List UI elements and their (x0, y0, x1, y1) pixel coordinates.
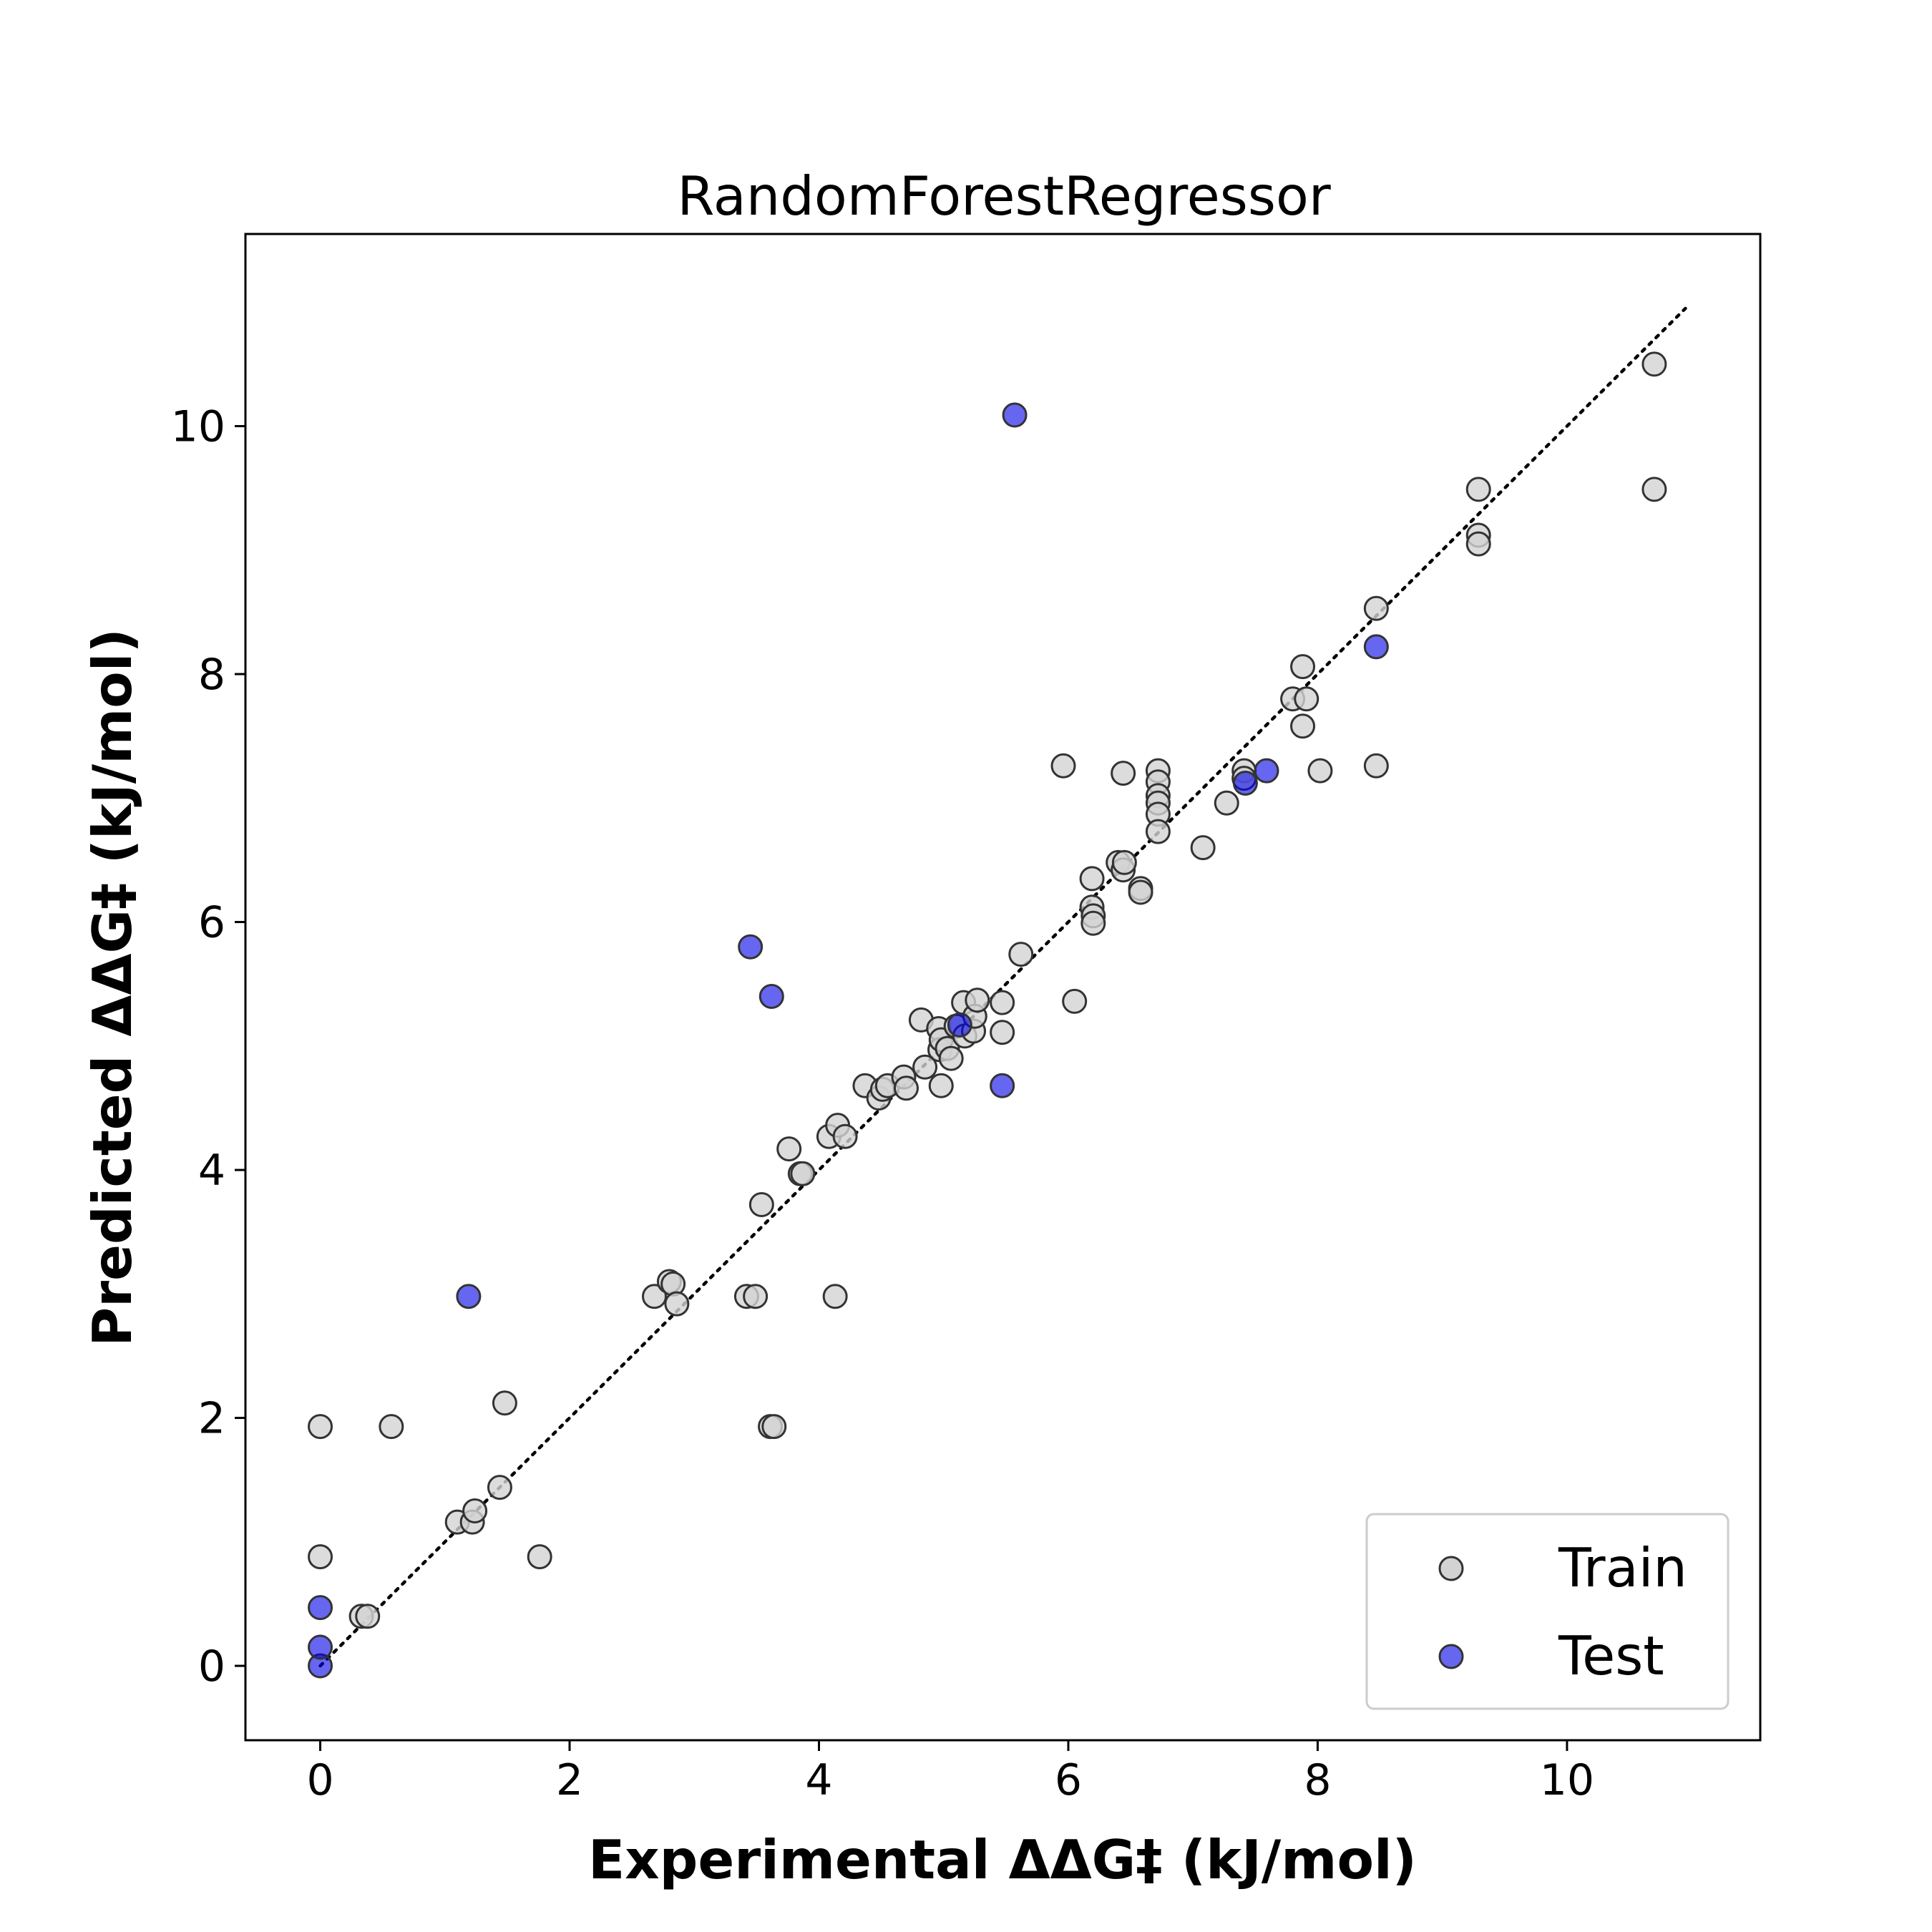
y-tick-label: 10 (171, 402, 225, 452)
train-point (1080, 910, 1106, 936)
train-point (928, 1073, 954, 1098)
x-tick-label: 10 (1540, 1755, 1594, 1805)
legend-label-train: Train (1558, 1536, 1687, 1599)
train-point (1062, 988, 1088, 1014)
test-point (990, 1073, 1015, 1098)
train-point (990, 1020, 1015, 1045)
train-point (938, 1045, 964, 1071)
train-point (1294, 686, 1319, 712)
test-point (308, 1634, 333, 1660)
train-point (1214, 790, 1239, 816)
legend-label-test: Test (1558, 1624, 1664, 1687)
legend: Train Test (1365, 1513, 1729, 1710)
train-point (1641, 477, 1667, 502)
test-point (947, 1012, 972, 1038)
test-point (456, 1284, 482, 1309)
x-tick-label: 4 (805, 1755, 832, 1805)
train-point (1190, 835, 1216, 861)
train-point (1363, 595, 1389, 621)
train-point (912, 1054, 938, 1080)
legend-marker-train (1438, 1556, 1464, 1581)
test-point (1363, 634, 1389, 660)
train-point (1008, 942, 1034, 967)
train-point (790, 1161, 816, 1186)
train-point (1307, 758, 1333, 784)
train-point (1290, 654, 1316, 680)
train-point (893, 1075, 919, 1101)
train-point (1128, 879, 1153, 905)
train-point (748, 1192, 774, 1218)
y-tick-label: 4 (198, 1146, 225, 1196)
test-point (308, 1595, 333, 1621)
train-point (1079, 866, 1105, 892)
train-point (1050, 753, 1076, 779)
train-point (1145, 819, 1171, 844)
test-point (1232, 771, 1258, 796)
x-axis-ticks: 0 2 4 6 8 10 (306, 1740, 1594, 1805)
train-point (1363, 753, 1389, 779)
train-point (379, 1414, 404, 1440)
test-point (738, 934, 763, 960)
train-point (308, 1544, 333, 1570)
chart-title: RandomForestRegressor (677, 165, 1331, 228)
train-point (832, 1123, 858, 1149)
train-point (492, 1390, 517, 1416)
test-point (1254, 758, 1279, 784)
test-series (308, 402, 1389, 1679)
train-point (487, 1475, 512, 1501)
plot-area (308, 306, 1687, 1679)
x-tick-label: 6 (1055, 1755, 1082, 1805)
legend-marker-test (1438, 1644, 1464, 1669)
test-point (1002, 402, 1028, 428)
y-tick-label: 2 (198, 1394, 225, 1444)
x-axis-label: Experimental ΔΔG‡ (kJ/mol) (588, 1828, 1417, 1891)
x-tick-label: 2 (556, 1755, 583, 1805)
train-point (776, 1136, 802, 1162)
train-point (1111, 761, 1136, 786)
train-point (743, 1284, 769, 1309)
train-series (308, 351, 1667, 1629)
y-tick-label: 8 (198, 650, 225, 700)
y-tick-label: 0 (198, 1641, 225, 1692)
y-tick-label: 6 (198, 898, 225, 948)
train-point (642, 1284, 668, 1309)
train-point (355, 1604, 381, 1629)
train-point (1465, 531, 1491, 557)
train-point (761, 1414, 787, 1440)
train-point (308, 1414, 333, 1440)
train-point (462, 1498, 488, 1523)
train-point (1465, 477, 1491, 502)
x-tick-label: 0 (306, 1755, 333, 1805)
y-axis-label: Predicted ΔΔG‡ (kJ/mol) (81, 628, 144, 1347)
train-point (1641, 351, 1667, 377)
train-point (1290, 713, 1316, 739)
test-point (758, 983, 784, 1009)
train-point (1111, 849, 1137, 875)
train-point (990, 990, 1015, 1015)
x-tick-label: 8 (1304, 1755, 1331, 1805)
train-point (527, 1544, 552, 1570)
train-point (965, 987, 990, 1013)
train-point (822, 1284, 848, 1309)
y-axis-ticks: 0 2 4 6 8 10 (171, 402, 245, 1692)
identity-reference-line (318, 306, 1687, 1668)
plot-frame (244, 233, 1762, 1742)
train-point (664, 1291, 690, 1317)
